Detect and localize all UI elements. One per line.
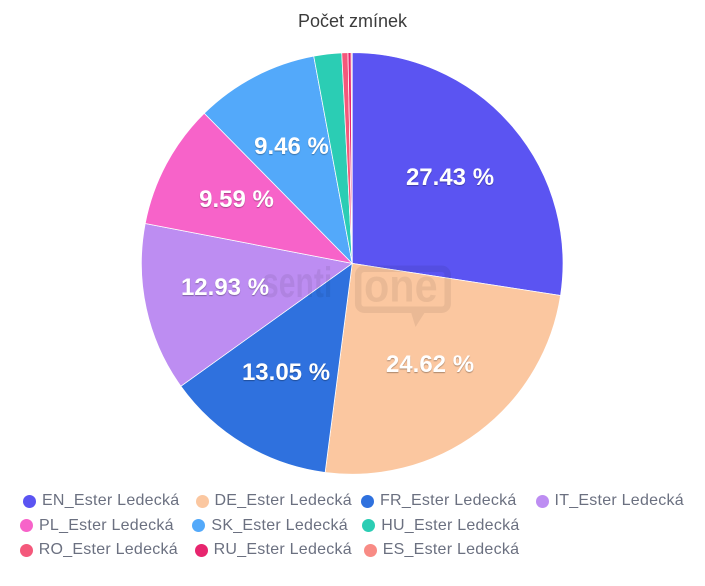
svg-text:one: one [364,261,438,313]
svg-text:senti: senti [262,258,332,307]
